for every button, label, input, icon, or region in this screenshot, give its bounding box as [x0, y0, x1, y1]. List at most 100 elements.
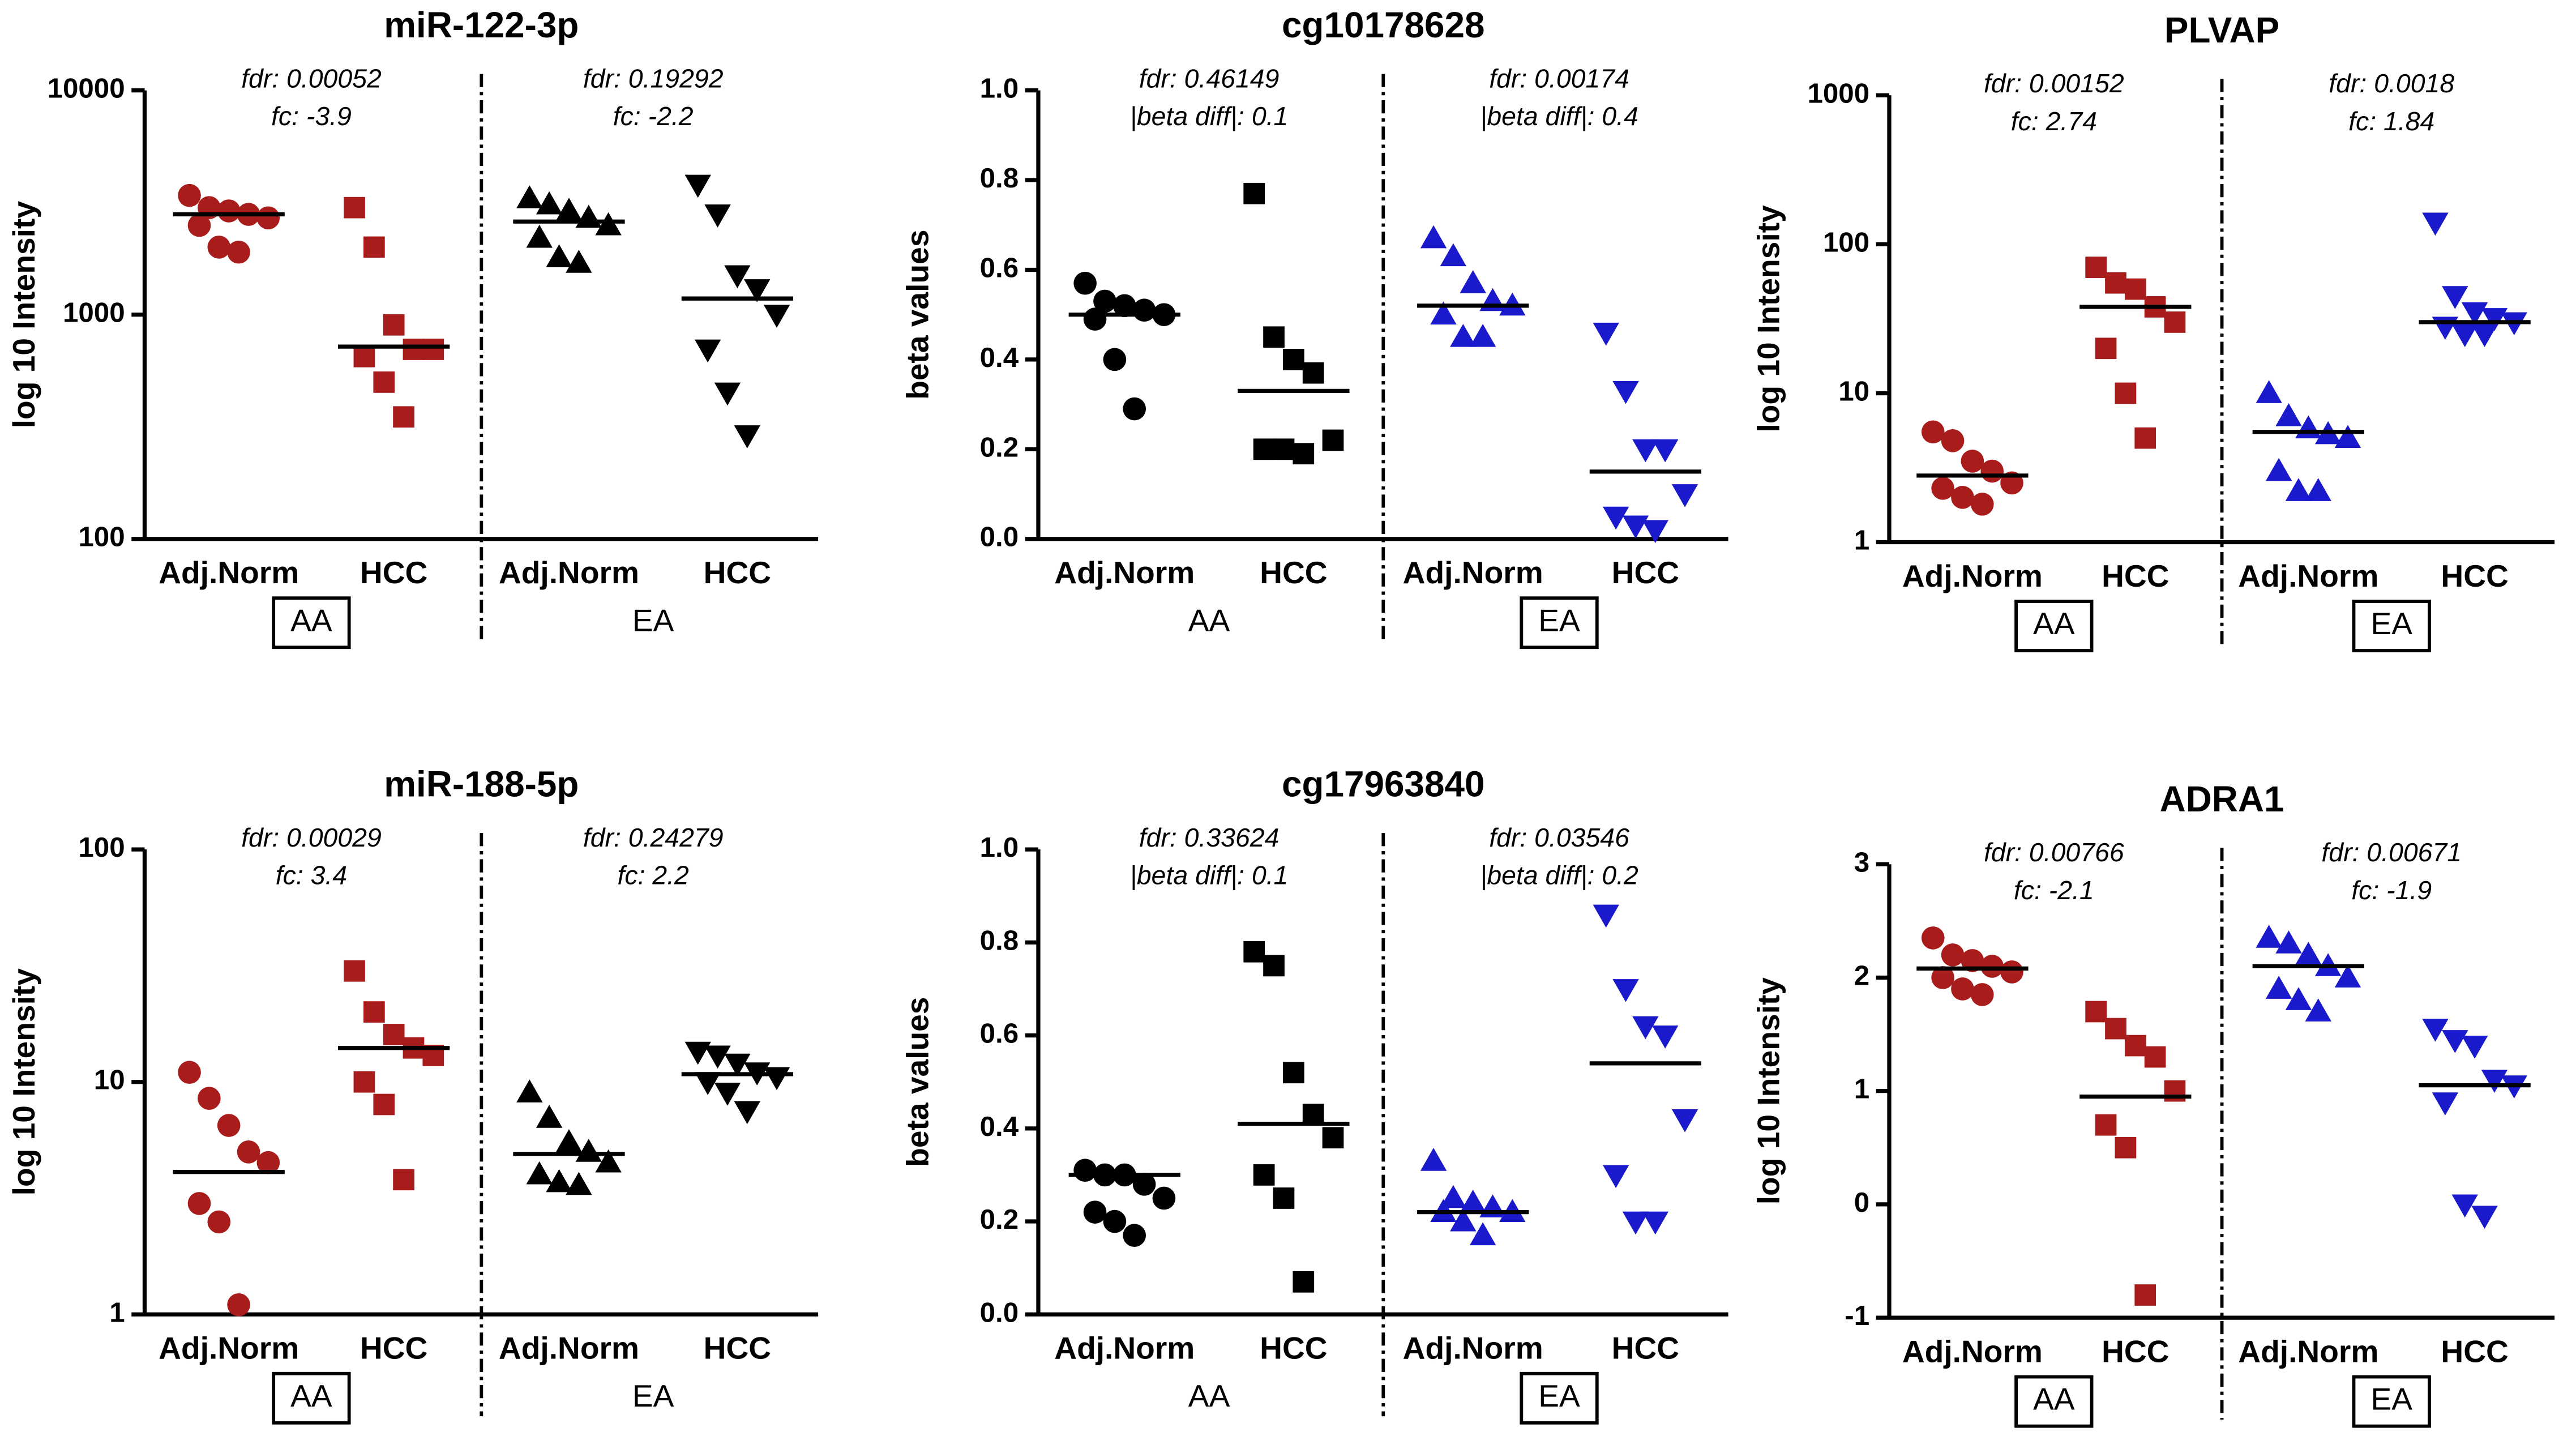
x-tick-label: Adj.Norm	[1403, 555, 1543, 590]
y-tick-label: 0.8	[980, 925, 1019, 956]
data-point	[516, 185, 543, 208]
data-point	[714, 1083, 741, 1106]
annotation: fc: -1.9	[2351, 875, 2432, 905]
group-box	[1520, 1371, 1599, 1425]
data-point	[2115, 1136, 2137, 1159]
group-label: EA	[1538, 602, 1580, 638]
x-tick-label: Adj.Norm	[2238, 1334, 2378, 1369]
annotation: fdr: 0.00052	[241, 63, 382, 93]
y-tick-label: 10	[1838, 375, 1869, 407]
data-point	[1931, 966, 1954, 989]
data-point	[1921, 926, 1945, 950]
data-point	[1961, 949, 1984, 972]
x-tick-label: Adj.Norm	[1902, 1334, 2043, 1369]
data-point	[1602, 506, 1629, 530]
data-point	[2422, 212, 2449, 236]
data-point	[2432, 1092, 2459, 1116]
data-point	[1243, 182, 1265, 204]
data-point	[1602, 1165, 1629, 1189]
data-point	[724, 265, 751, 289]
y-axis-label: log 10 Intensity	[1751, 205, 1786, 433]
data-point	[2144, 1046, 2166, 1068]
data-point	[227, 1293, 250, 1317]
panel: PLVAP log 10 Intensity 1 10 100 1000 Adj.Norm H…	[1751, 10, 2555, 652]
data-point	[2124, 278, 2146, 300]
data-point	[383, 1024, 405, 1045]
x-tick-label: HCC	[1612, 555, 1679, 590]
data-point	[353, 1071, 375, 1093]
data-point	[2265, 976, 2292, 999]
annotation: |beta diff|: 0.1	[1130, 861, 1289, 890]
x-tick-label: Adj.Norm	[1902, 558, 2043, 593]
y-tick-label: 100	[1823, 226, 1869, 258]
data-point	[1283, 349, 1304, 370]
data-point	[575, 1139, 602, 1162]
data-point	[383, 314, 405, 336]
annotation: fdr: 0.03546	[1489, 823, 1629, 852]
data-point	[595, 1149, 622, 1173]
data-point	[1253, 438, 1275, 460]
group-label: AA	[290, 1378, 332, 1413]
data-point	[1632, 1016, 1659, 1040]
data-point	[546, 244, 572, 267]
data-point	[2334, 964, 2361, 988]
data-point	[1420, 1148, 1447, 1171]
group-box	[1520, 596, 1599, 649]
data-point	[1430, 301, 1457, 325]
data-point	[516, 1079, 543, 1102]
x-tick-label: Adj.Norm	[499, 1331, 639, 1366]
data-point	[1083, 1200, 1107, 1224]
data-point	[1980, 955, 2004, 978]
data-point	[1612, 381, 1639, 404]
panel: miR-188-5p log 10 Intensity 1 10 100 Adj.Norm…	[6, 764, 819, 1425]
y-tick-label: 100	[78, 522, 125, 553]
data-point	[178, 1061, 201, 1084]
data-point	[2164, 311, 2186, 333]
group-box	[272, 1371, 351, 1425]
data-point	[2334, 425, 2361, 448]
annotation: fdr: 0.00174	[1489, 63, 1629, 93]
data-point	[1322, 429, 1344, 451]
data-point	[694, 1072, 721, 1095]
data-point	[684, 174, 711, 198]
data-point	[694, 339, 721, 363]
annotation: fdr: 0.24279	[583, 823, 724, 852]
data-point	[1671, 484, 1698, 507]
data-point	[198, 1087, 221, 1110]
data-point	[1941, 943, 1965, 967]
data-point	[2124, 1035, 2146, 1057]
y-tick-label: 0.6	[980, 252, 1019, 283]
data-point	[1642, 520, 1669, 544]
data-point	[1243, 941, 1265, 963]
data-point	[2442, 1030, 2468, 1053]
y-tick-label: 2	[1854, 960, 1869, 991]
data-point	[207, 1210, 231, 1234]
data-point	[227, 240, 250, 264]
data-point	[2471, 324, 2498, 347]
data-point	[1642, 1211, 1669, 1235]
data-point	[704, 1045, 731, 1069]
data-point	[1593, 322, 1619, 346]
data-point	[546, 1169, 572, 1193]
annotation: fdr: 0.00029	[241, 823, 382, 852]
data-point	[393, 1169, 414, 1191]
data-point	[2115, 382, 2137, 404]
panel: ADRA1 log 10 Intensity -1 0 1 2 3 Adj.Norm HCC Ad…	[1751, 779, 2555, 1428]
data-point	[256, 1151, 280, 1174]
data-point	[1293, 1271, 1315, 1293]
data-point	[1671, 1109, 1698, 1132]
data-point	[2295, 942, 2322, 965]
group-label: AA	[1188, 602, 1230, 638]
data-point	[1651, 1025, 1679, 1049]
data-point	[714, 382, 741, 406]
data-point	[763, 1067, 790, 1091]
data-point	[1651, 439, 1679, 463]
y-tick-label: 1	[109, 1297, 125, 1328]
annotation: fdr: 0.46149	[1139, 63, 1280, 93]
data-point	[2305, 478, 2331, 501]
data-point	[363, 1001, 385, 1023]
x-tick-label: HCC	[360, 1331, 427, 1366]
data-point	[526, 224, 553, 248]
data-point	[1123, 1224, 1146, 1247]
x-tick-label: HCC	[1260, 1331, 1327, 1366]
